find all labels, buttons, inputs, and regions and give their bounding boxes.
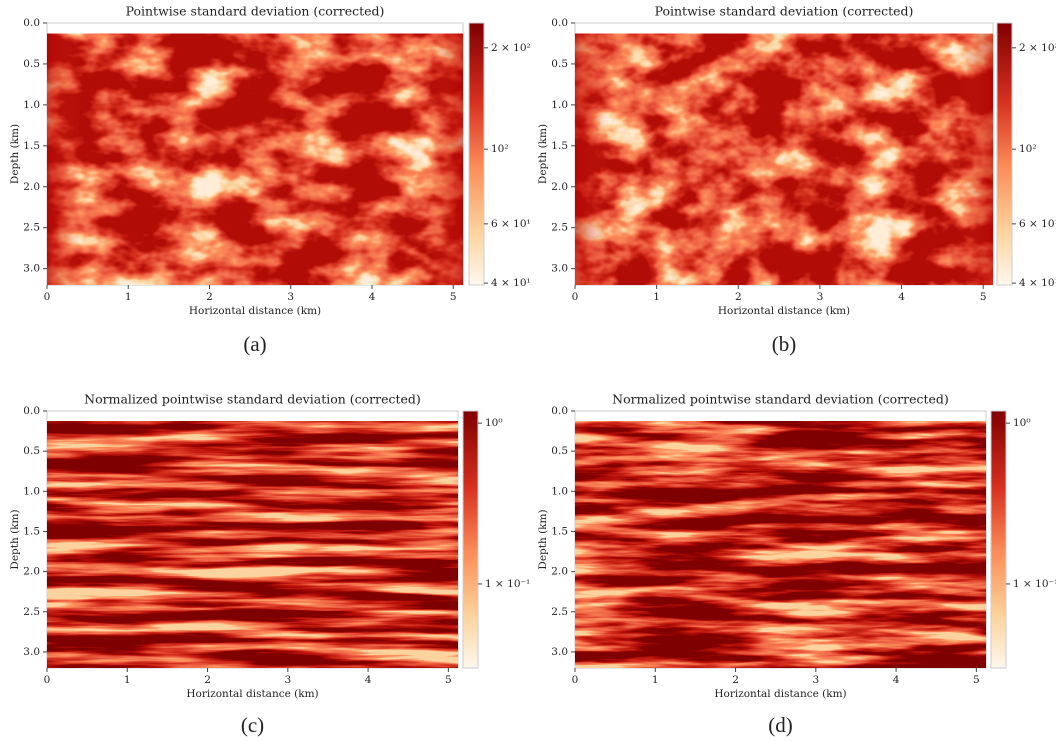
- y-tick-label: 3.0: [551, 646, 568, 658]
- colorbar-tick-label: 4 × 10¹: [491, 277, 531, 289]
- y-axis-label: Depth (km): [537, 124, 549, 184]
- y-tick-label: 2.0: [551, 181, 568, 193]
- x-tick-label: 1: [125, 291, 132, 303]
- colorbar-tick-label: 6 × 10¹: [1019, 218, 1056, 230]
- y-tick-label: 2.5: [23, 222, 40, 234]
- caption: (d): [768, 713, 793, 737]
- y-axis-label: Depth (km): [9, 124, 21, 184]
- x-axis-label: Horizontal distance (km): [186, 688, 318, 700]
- y-tick-label: 1.0: [23, 485, 40, 497]
- x-tick-label: 3: [817, 291, 824, 303]
- x-tick-label: 1: [124, 674, 131, 686]
- colorbar: [462, 410, 479, 669]
- chart-title: Pointwise standard deviation (corrected): [126, 4, 385, 19]
- y-tick-label: 1.0: [551, 485, 568, 497]
- colorbar: [996, 22, 1013, 286]
- heatmap-edge-shade: [575, 33, 993, 285]
- x-tick-label: 3: [287, 291, 294, 303]
- x-tick-label: 1: [652, 674, 659, 686]
- x-tick-label: 4: [893, 674, 900, 686]
- x-tick-label: 5: [450, 291, 457, 303]
- x-tick-label: 0: [44, 291, 51, 303]
- colorbar-tick-label: 10²: [1019, 143, 1037, 155]
- x-tick-label: 0: [44, 674, 51, 686]
- colorbar: [990, 410, 1007, 669]
- colorbar-tick-label: 2 × 10²: [491, 42, 531, 54]
- x-tick-label: 2: [735, 291, 742, 303]
- x-tick-label: 4: [365, 674, 372, 686]
- colorbar-tick-label: 10⁰: [1013, 417, 1031, 429]
- colorbar-tick-label: 1 × 10⁻¹: [1013, 578, 1056, 590]
- x-axis-label: Horizontal distance (km): [718, 305, 850, 317]
- y-tick-label: 0.0: [23, 17, 40, 29]
- y-tick-label: 1.5: [23, 140, 40, 152]
- chart-title: Normalized pointwise standard deviation …: [84, 392, 421, 407]
- caption: (b): [772, 332, 797, 356]
- x-tick-label: 1: [653, 291, 660, 303]
- heatmap-edge-shade: [47, 33, 463, 285]
- y-tick-label: 0.0: [551, 17, 568, 29]
- colorbar-tick-label: 1 × 10⁻¹: [485, 578, 530, 590]
- y-tick-label: 1.5: [551, 140, 568, 152]
- y-tick-label: 2.0: [23, 181, 40, 193]
- heatmap-field: [575, 421, 986, 668]
- y-tick-label: 0.5: [23, 58, 40, 70]
- colorbar-tick-label: 6 × 10¹: [491, 218, 531, 230]
- y-tick-label: 0.5: [551, 58, 568, 70]
- x-tick-label: 5: [445, 674, 452, 686]
- colorbar-tick-label: 10²: [491, 143, 509, 155]
- caption: (a): [243, 332, 266, 356]
- x-axis-label: Horizontal distance (km): [189, 305, 321, 317]
- chart-title: Pointwise standard deviation (corrected): [655, 4, 914, 19]
- y-tick-label: 0.0: [23, 405, 40, 417]
- x-tick-label: 4: [898, 291, 905, 303]
- heatmap-field: [47, 421, 458, 668]
- y-tick-label: 2.5: [551, 606, 568, 618]
- caption: (c): [241, 713, 264, 737]
- x-tick-label: 2: [204, 674, 211, 686]
- x-tick-label: 2: [206, 291, 213, 303]
- y-tick-label: 2.0: [551, 566, 568, 578]
- y-axis-label: Depth (km): [9, 509, 21, 569]
- y-tick-label: 2.0: [23, 566, 40, 578]
- y-tick-label: 1.0: [23, 99, 40, 111]
- chart-title: Normalized pointwise standard deviation …: [612, 392, 949, 407]
- y-tick-label: 2.5: [551, 222, 568, 234]
- x-tick-label: 4: [369, 291, 376, 303]
- y-tick-label: 0.5: [551, 445, 568, 457]
- y-tick-label: 1.5: [551, 525, 568, 537]
- x-axis-label: Horizontal distance (km): [714, 688, 846, 700]
- x-tick-label: 2: [732, 674, 739, 686]
- x-tick-label: 5: [980, 291, 987, 303]
- y-axis-label: Depth (km): [537, 509, 549, 569]
- colorbar-tick-label: 2 × 10²: [1019, 42, 1056, 54]
- y-tick-label: 3.0: [23, 646, 40, 658]
- colorbar-tick-label: 4 × 10¹: [1019, 277, 1056, 289]
- y-tick-label: 3.0: [23, 263, 40, 275]
- x-tick-label: 3: [812, 674, 819, 686]
- x-tick-label: 0: [572, 674, 579, 686]
- x-tick-label: 5: [973, 674, 980, 686]
- x-tick-label: 0: [572, 291, 579, 303]
- y-tick-label: 0.0: [551, 405, 568, 417]
- y-tick-label: 3.0: [551, 263, 568, 275]
- y-tick-label: 1.0: [551, 99, 568, 111]
- y-tick-label: 2.5: [23, 606, 40, 618]
- y-tick-label: 0.5: [23, 445, 40, 457]
- x-tick-label: 3: [284, 674, 291, 686]
- colorbar: [468, 22, 485, 286]
- colorbar-tick-label: 10⁰: [485, 417, 503, 429]
- y-tick-label: 1.5: [23, 525, 40, 537]
